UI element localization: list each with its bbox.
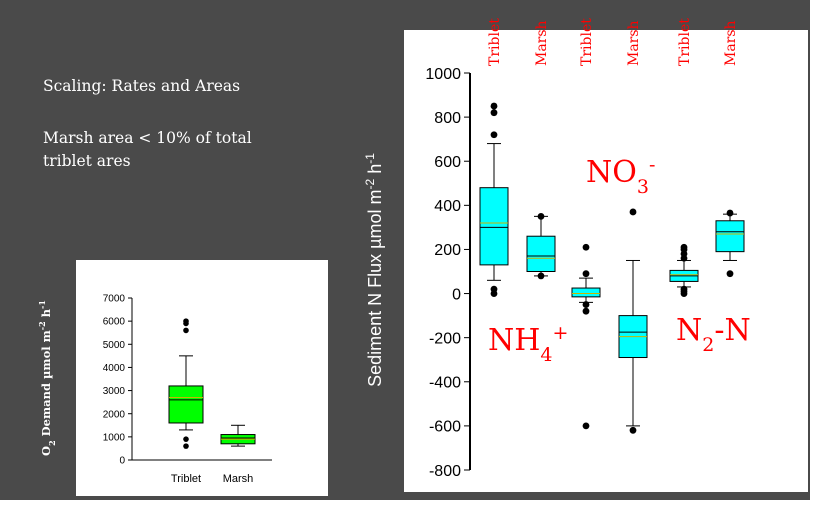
outlier-point <box>680 243 688 251</box>
n-flux-chart-ylabel: Sediment N Flux µmol m-2 h-1 <box>363 153 385 387</box>
outlier-point <box>537 212 545 220</box>
box-triblet <box>571 287 601 298</box>
outlier-point <box>582 243 590 251</box>
y-tick-label: -200 <box>429 330 461 347</box>
annotation-nh4: NH4+ <box>488 322 568 366</box>
outlier-point <box>537 272 545 280</box>
n-flux-chart-panel: NH4+ NO3- N2-N -800 -600 -400 -200 0 200 400 60… <box>404 18 808 492</box>
o2-demand-chart-panel: 0 1000 2000 3000 4000 5000 6000 7000 Triblet Mars… <box>76 260 328 496</box>
y-tick-label: -400 <box>429 375 461 392</box>
y-tick-label: 4000 <box>103 363 126 374</box>
y-tick-label: 1000 <box>425 66 461 83</box>
outlier-point <box>183 318 189 324</box>
outlier-point <box>490 102 498 110</box>
y-tick-label: -600 <box>429 419 461 436</box>
outlier-point <box>582 301 590 308</box>
column-label: Marsh <box>723 20 739 66</box>
y-tick-label: 600 <box>434 154 461 171</box>
y-tick-label: 7000 <box>103 294 126 305</box>
y-tick-label: 6000 <box>103 317 126 328</box>
column-label: Marsh <box>626 20 642 66</box>
slide-note-line1: Marsh area < 10% of total <box>43 129 252 147</box>
y-tick-label: 0 <box>119 456 125 467</box>
box-triblet <box>168 385 204 424</box>
y-tick-label: 5000 <box>103 340 126 351</box>
outlier-point <box>629 208 637 216</box>
box-marsh <box>526 235 556 272</box>
slide-note-line2: triblet ares <box>43 152 131 170</box>
box-marsh <box>715 220 745 253</box>
column-label: Triblet <box>487 18 503 66</box>
annotation-no3: NO3- <box>586 154 655 198</box>
column-label: Triblet <box>579 18 595 66</box>
o2-chart-ylabel: O2 Demand µmol m-2 h-1 <box>37 300 57 456</box>
y-tick-label: 0 <box>452 286 461 303</box>
y-tick-label: -800 <box>429 463 461 480</box>
annotation-n2: N2-N <box>676 313 751 356</box>
y-tick-label: 3000 <box>103 386 126 397</box>
x-category-label: Triblet <box>171 473 201 485</box>
outlier-point <box>490 285 498 293</box>
box-triblet <box>479 187 509 266</box>
n-flux-chart: NH4+ NO3- N2-N -800 -600 -400 -200 0 200 400 60… <box>425 18 751 480</box>
column-label: Marsh <box>534 20 550 66</box>
column-label: Triblet <box>677 18 693 66</box>
outlier-point <box>582 270 590 278</box>
y-tick-label: 1000 <box>103 432 126 443</box>
y-tick-label: 400 <box>434 198 461 215</box>
outlier-point <box>183 436 189 442</box>
outlier-point <box>490 109 498 117</box>
outlier-point <box>680 285 688 293</box>
y-tick-label: 200 <box>434 242 461 259</box>
o2-demand-chart: 0 1000 2000 3000 4000 5000 6000 7000 Triblet Mars… <box>103 294 272 485</box>
x-category-label: Marsh <box>223 473 254 485</box>
outlier-point <box>582 422 590 430</box>
outlier-point <box>490 131 498 139</box>
outlier-point <box>629 426 637 434</box>
outlier-point <box>183 327 189 334</box>
outlier-point <box>582 307 590 315</box>
y-tick-label: 2000 <box>103 409 126 420</box>
outlier-point <box>183 443 189 449</box>
slide-heading: Scaling: Rates and Areas <box>43 77 241 95</box>
outlier-point <box>726 209 734 217</box>
y-tick-label: 800 <box>434 110 461 127</box>
outlier-point <box>726 270 734 278</box>
